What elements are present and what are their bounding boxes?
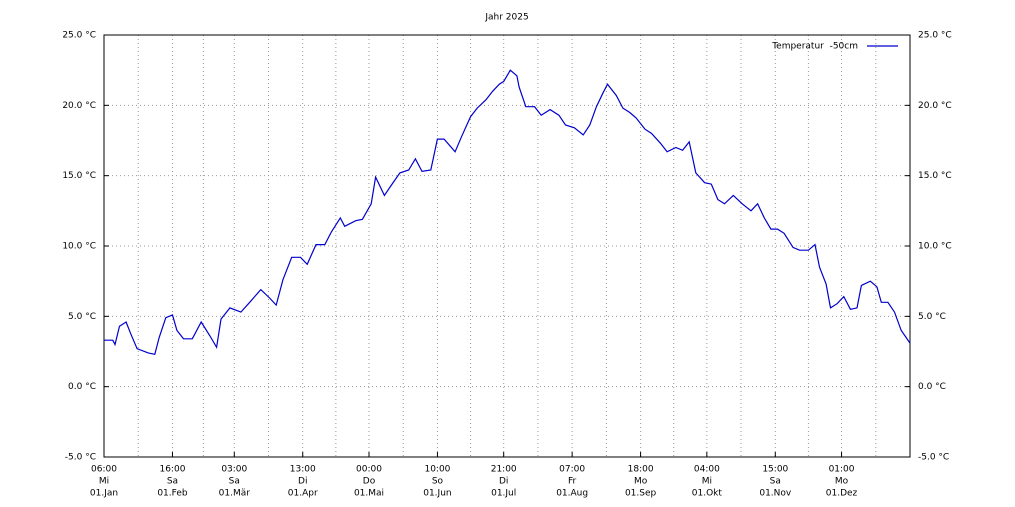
y2-tick-label: 25.0 °C	[918, 31, 952, 41]
y-tick-label: -5.0 °C	[65, 453, 96, 463]
x-tick-label: Di	[499, 477, 508, 487]
x-tick-label: 18:00	[628, 465, 654, 475]
y2-tick-label: -5.0 °C	[918, 453, 949, 463]
x-tick-label: 01.Mär	[219, 489, 251, 499]
x-tick-label: 03:00	[221, 465, 247, 475]
x-tick-label: So	[432, 477, 444, 487]
y2-tick-label: 20.0 °C	[918, 101, 952, 111]
y-tick-label: 5.0 °C	[68, 312, 96, 322]
y2-tick-label: 5.0 °C	[918, 312, 946, 322]
x-tick-label: 01.Dez	[826, 489, 858, 499]
x-tick-label: 01.Jan	[90, 489, 118, 499]
x-tick-label: Di	[298, 477, 307, 487]
x-tick-label: Mo	[634, 477, 648, 487]
x-tick-label: 06:00	[91, 465, 117, 475]
x-tick-label: 01.Feb	[157, 489, 188, 499]
y-tick-label: 0.0 °C	[68, 382, 96, 392]
y-tick-label: 25.0 °C	[62, 31, 96, 41]
x-tick-label: Mo	[835, 477, 849, 487]
x-tick-label: 00:00	[356, 465, 382, 475]
x-tick-label: 13:00	[290, 465, 316, 475]
y-tick-label: 10.0 °C	[62, 242, 96, 252]
y2-tick-label: 15.0 °C	[918, 171, 952, 181]
x-tick-label: 15:00	[762, 465, 788, 475]
plot-frame	[103, 34, 911, 458]
data-line	[104, 69, 911, 356]
x-tick-label: 01.Aug	[556, 489, 588, 499]
x-tick-label: 01.Mai	[354, 489, 384, 499]
x-tick-label: 01.Jun	[423, 489, 451, 499]
x-tick-label: Sa	[770, 477, 781, 487]
chart-title: Jahr 2025	[484, 13, 528, 23]
y2-tick-label: 0.0 °C	[918, 382, 946, 392]
x-tick-label: 01:00	[829, 465, 855, 475]
y2-tick-label: 10.0 °C	[918, 242, 952, 252]
x-tick-label: 01.Apr	[288, 489, 318, 499]
x-tick-label: Sa	[229, 477, 240, 487]
x-tick-label: 10:00	[424, 465, 450, 475]
y-tick-label: 20.0 °C	[62, 101, 96, 111]
x-tick-label: 21:00	[491, 465, 517, 475]
x-tick-label: 01.Okt	[692, 489, 723, 499]
x-tick-label: Mi	[702, 477, 712, 487]
x-tick-label: Mi	[99, 477, 109, 487]
x-tick-label: 01.Sep	[625, 489, 657, 499]
x-tick-label: Do	[363, 477, 376, 487]
x-tick-label: Fr	[568, 477, 577, 487]
x-tick-label: 01.Jul	[491, 489, 516, 499]
x-tick-label: 07:00	[559, 465, 585, 475]
legend-label: Temperatur -50cm	[771, 42, 858, 52]
x-tick-label: 01.Nov	[759, 489, 792, 499]
y-tick-label: 15.0 °C	[62, 171, 96, 181]
x-tick-label: 04:00	[694, 465, 720, 475]
x-tick-label: 16:00	[159, 465, 185, 475]
x-tick-label: Sa	[167, 477, 178, 487]
